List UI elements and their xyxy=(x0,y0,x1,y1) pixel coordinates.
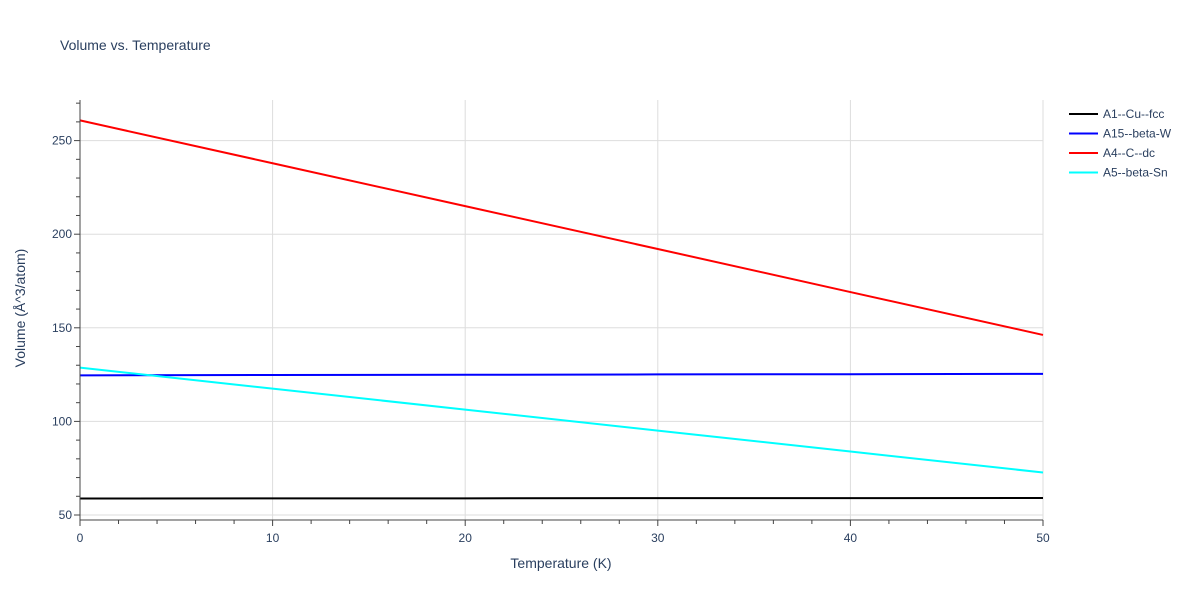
x-tick-label: 10 xyxy=(266,531,280,545)
legend-label: A15--beta-W xyxy=(1103,127,1172,141)
y-tick-label: 200 xyxy=(52,227,72,241)
legend[interactable]: A1--Cu--fcc A15--beta-W A4--C--dc A5--beta-… xyxy=(1069,107,1172,180)
legend-item[interactable]: A4--C--dc xyxy=(1069,146,1155,160)
x-tick-label: 20 xyxy=(459,531,473,545)
y-tick-label: 50 xyxy=(59,508,73,522)
x-tick-label: 0 xyxy=(77,531,84,545)
legend-item[interactable]: A1--Cu--fcc xyxy=(1069,107,1164,121)
legend-item[interactable]: A15--beta-W xyxy=(1069,127,1172,141)
series-line-A1--Cu--fcc xyxy=(79,496,1044,500)
y-tick-label: 150 xyxy=(52,321,72,335)
series-line-A15--beta-W xyxy=(79,372,1044,377)
series-line-A5--beta-Sn xyxy=(79,366,1044,474)
x-tick-label: 50 xyxy=(1036,531,1050,545)
y-axis-label: Volume (Å^3/atom) xyxy=(12,249,28,368)
legend-label: A1--Cu--fcc xyxy=(1103,107,1164,121)
legend-label: A4--C--dc xyxy=(1103,146,1155,160)
x-tick-label: 40 xyxy=(844,531,858,545)
y-tick-label: 100 xyxy=(52,414,72,428)
x-axis-label: Temperature (K) xyxy=(510,555,611,571)
y-tick-label: 250 xyxy=(52,134,72,148)
legend-label: A5--beta-Sn xyxy=(1103,166,1168,180)
chart-title: Volume vs. Temperature xyxy=(60,37,211,53)
legend-item[interactable]: A5--beta-Sn xyxy=(1069,166,1168,180)
x-tick-label: 30 xyxy=(651,531,665,545)
series-line-A4--C--dc xyxy=(79,119,1044,336)
